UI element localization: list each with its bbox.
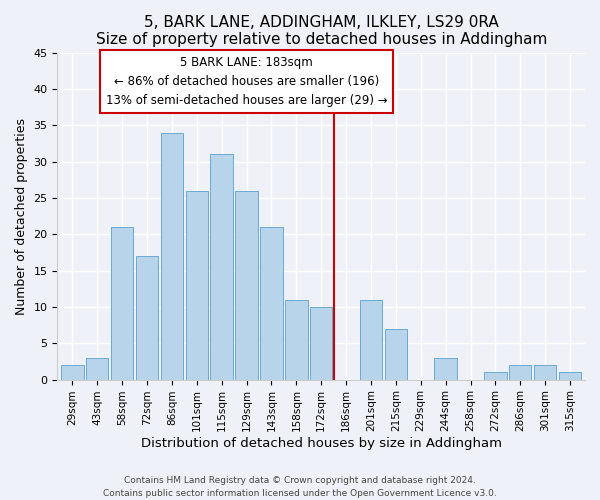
Bar <box>310 307 332 380</box>
Bar <box>61 365 83 380</box>
Bar <box>136 256 158 380</box>
Bar <box>534 365 556 380</box>
Bar <box>185 190 208 380</box>
Bar <box>86 358 109 380</box>
Bar <box>111 227 133 380</box>
Bar <box>260 227 283 380</box>
Bar <box>360 300 382 380</box>
X-axis label: Distribution of detached houses by size in Addingham: Distribution of detached houses by size … <box>141 437 502 450</box>
Text: Contains HM Land Registry data © Crown copyright and database right 2024.
Contai: Contains HM Land Registry data © Crown c… <box>103 476 497 498</box>
Y-axis label: Number of detached properties: Number of detached properties <box>15 118 28 314</box>
Bar <box>385 329 407 380</box>
Bar <box>434 358 457 380</box>
Bar <box>559 372 581 380</box>
Text: 5 BARK LANE: 183sqm
← 86% of detached houses are smaller (196)
13% of semi-detac: 5 BARK LANE: 183sqm ← 86% of detached ho… <box>106 56 388 108</box>
Bar <box>285 300 308 380</box>
Bar <box>211 154 233 380</box>
Bar <box>484 372 506 380</box>
Bar <box>161 132 183 380</box>
Bar <box>235 190 258 380</box>
Title: 5, BARK LANE, ADDINGHAM, ILKLEY, LS29 0RA
Size of property relative to detached : 5, BARK LANE, ADDINGHAM, ILKLEY, LS29 0R… <box>95 15 547 48</box>
Bar <box>509 365 532 380</box>
